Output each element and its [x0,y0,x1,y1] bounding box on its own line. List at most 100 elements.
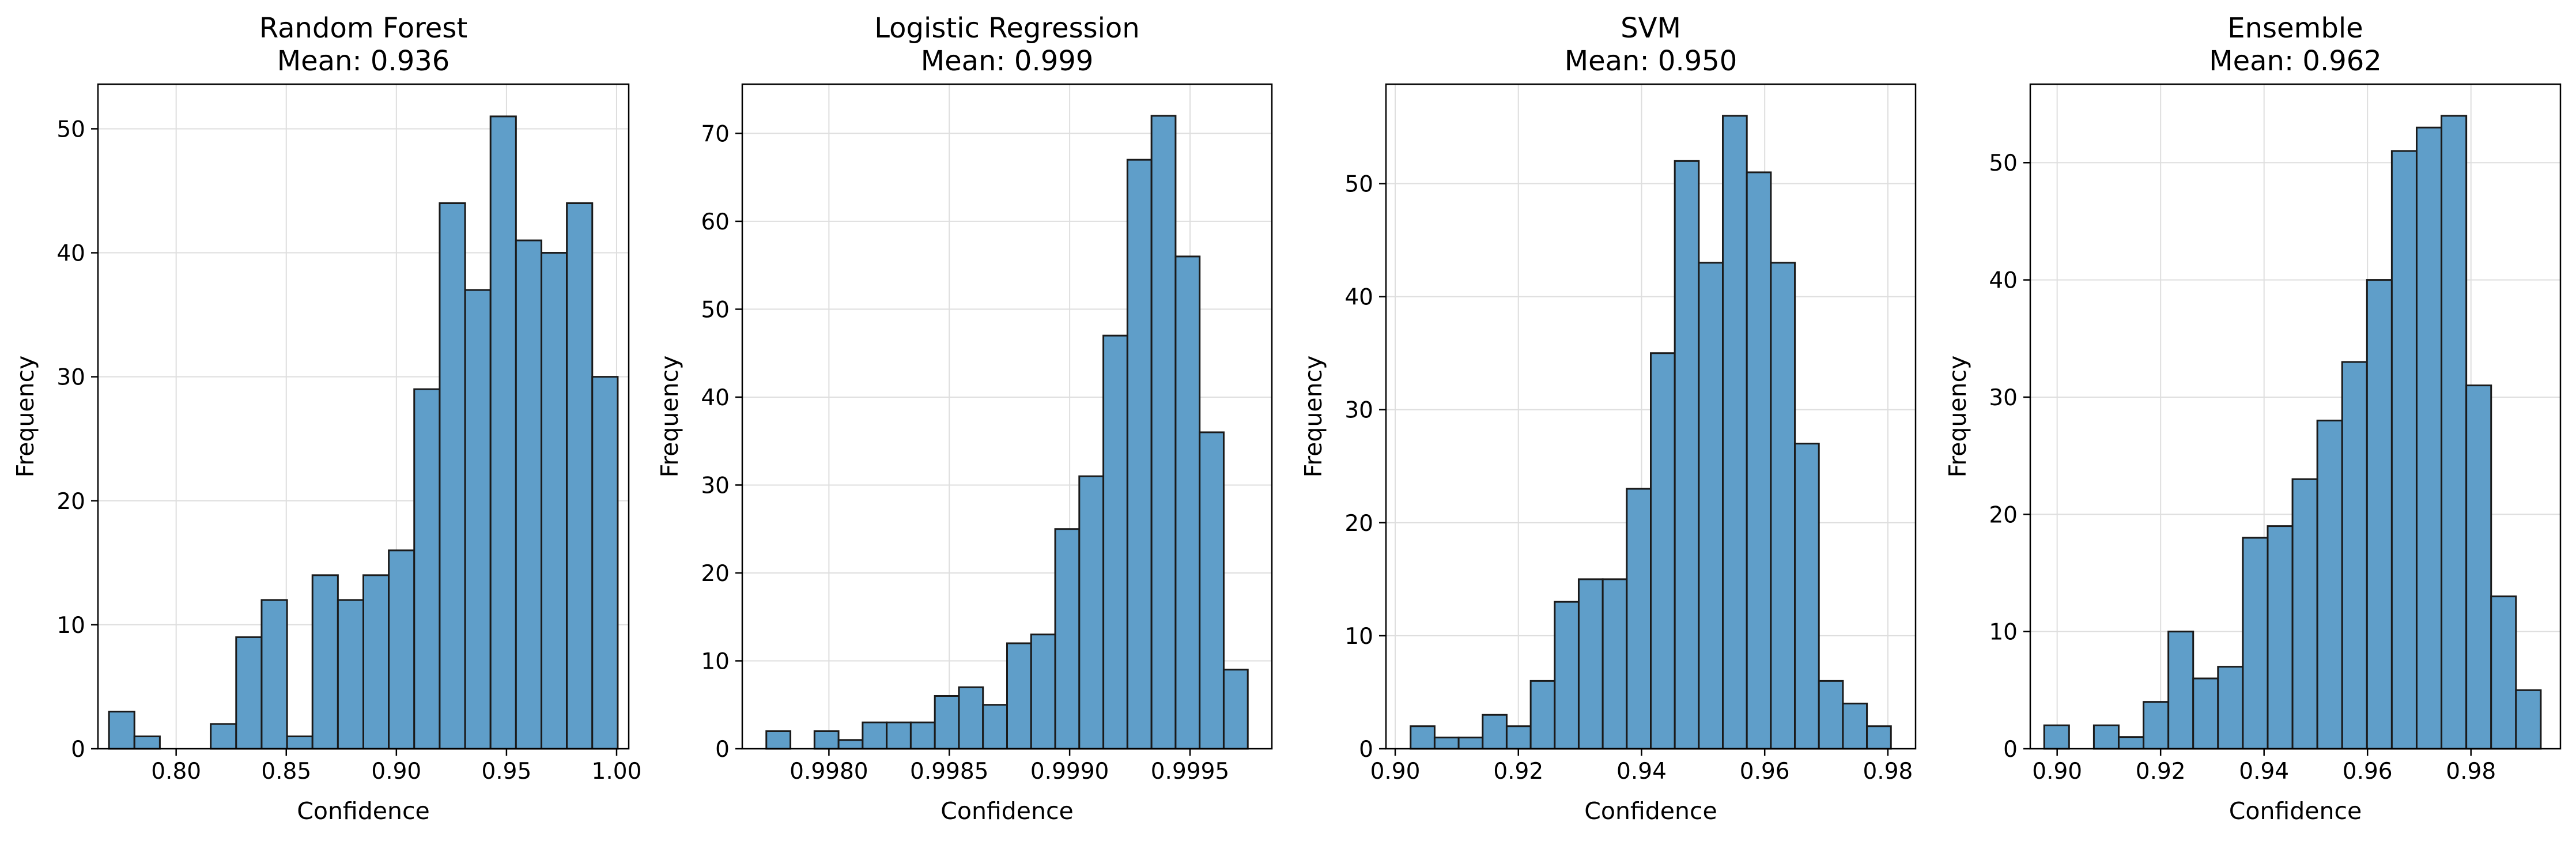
histogram-bar [108,710,135,750]
histogram-bar [1722,115,1748,750]
histogram-bar [813,730,840,750]
histogram-bar [2167,631,2194,750]
histogram-bar [1222,669,1249,750]
chart-subtitle: Mean: 0.950 [1565,45,1738,77]
x-axis-label: Confidence [297,797,430,825]
histogram-bar [1554,601,1580,750]
histogram-bar [1626,488,1652,750]
y-tick-label: 20 [1989,502,2018,528]
y-tick-label: 10 [1344,624,1373,650]
y-axis-label: Frequency [12,356,39,478]
y-tick-label: 50 [1344,172,1373,198]
histogram-bar [566,202,594,750]
x-tick-label: 0.9985 [910,759,988,785]
histogram-bar [2143,701,2170,750]
y-tick-label: 30 [56,365,85,391]
x-tick-label: 1.00 [592,759,642,785]
y-tick-label: 0 [1359,737,1373,763]
x-tick-label: 0.9980 [790,759,868,785]
histogram-bar [260,599,288,750]
histogram-bar [2490,595,2517,750]
histogram-bar [1030,633,1056,750]
histogram-bar [1174,255,1201,750]
chart-subtitle: Mean: 0.999 [921,45,1094,77]
histogram-bar [2117,736,2145,750]
histogram-bar [2390,150,2418,750]
histogram-bar [1577,578,1604,750]
chart-title: SVM [1621,12,1681,44]
y-tick-label: 10 [1989,620,2018,646]
x-tick-label: 0.98 [1863,759,1913,785]
histogram-bar [982,704,1009,750]
chart-subtitle: Mean: 0.936 [277,45,450,77]
histogram-bar [1078,475,1105,750]
axes-frame [741,83,1273,750]
histogram-bars [1410,115,1892,750]
chart-title: Ensemble [2227,12,2363,44]
axes-frame [97,83,630,750]
histogram-bar [1650,352,1676,750]
histogram-bar [1794,443,1820,750]
histogram-bar [1818,680,1844,750]
histogram-bar [934,695,960,750]
x-tick-label: 0.92 [1493,759,1543,785]
histogram-bar [1433,736,1460,750]
x-tick-label: 0.95 [481,759,531,785]
histogram-bar [837,739,864,750]
histogram-bar [413,388,441,750]
x-tick-label: 0.98 [2446,759,2496,785]
histogram-bar [1054,528,1081,750]
histogram-bar [2366,279,2393,750]
histogram-bar [133,735,161,750]
histogram-bar [2341,361,2368,750]
x-axis-label: Confidence [2229,797,2362,825]
x-axis-label: Confidence [940,797,1074,825]
axes-frame [1385,83,1917,750]
histogram-bar [1150,115,1177,750]
histogram-bars [2043,115,2542,750]
y-axis-label: Frequency [1944,356,1971,478]
chart-subtitle: Mean: 0.962 [2209,45,2382,77]
histogram-bar [1457,736,1484,750]
y-tick-label: 40 [701,385,730,411]
y-tick-label: 0 [715,737,730,763]
x-tick-label: 0.80 [151,759,201,785]
histogram-bar [1674,160,1700,750]
histogram-bar [2043,724,2070,750]
histogram-bar [909,721,936,750]
x-tick-label: 0.90 [1370,759,1421,785]
histogram-bar [2291,478,2318,750]
histogram-bar [1199,431,1225,750]
x-tick-label: 0.92 [2136,759,2186,785]
y-tick-label: 20 [701,561,730,587]
histogram-bar [540,252,568,750]
chart-panel-1: 0.80 0.85 0.90 0.95 1.00 0 10 20 30 40 50 Confidenc… [12,12,641,825]
y-tick-label: 0 [2003,737,2018,763]
histogram-bar [1746,171,1772,750]
histogram-bar [862,721,888,750]
histogram-bars [765,115,1249,750]
histogram-bar [286,735,313,750]
chart-panel-3: 0.90 0.92 0.94 0.96 0.98 0 10 20 30 40 50 Confidenc… [1300,12,1917,825]
histogram-bar [2267,525,2294,750]
y-axis-label: Frequency [1300,356,1327,478]
histogram-bar [388,549,416,750]
histogram-bar [337,599,364,750]
chart-title: Logistic Regression [874,12,1139,44]
histogram-bar [1102,334,1128,750]
x-tick-label: 0.96 [2343,759,2393,785]
histogram-bar [765,730,792,750]
x-tick-label: 0.96 [1740,759,1790,785]
y-tick-label: 30 [1989,385,2018,411]
histogram-bar [2217,666,2244,750]
histogram-bar [515,239,542,750]
x-tick-label: 0.94 [2239,759,2289,785]
x-tick-label: 0.85 [261,759,311,785]
histogram-bar [958,686,984,750]
y-tick-label: 10 [56,613,85,639]
histogram-bar [886,721,912,750]
y-tick-label: 60 [701,209,730,235]
x-tick-label: 0.94 [1616,759,1667,785]
histogram-bar [1698,262,1724,750]
